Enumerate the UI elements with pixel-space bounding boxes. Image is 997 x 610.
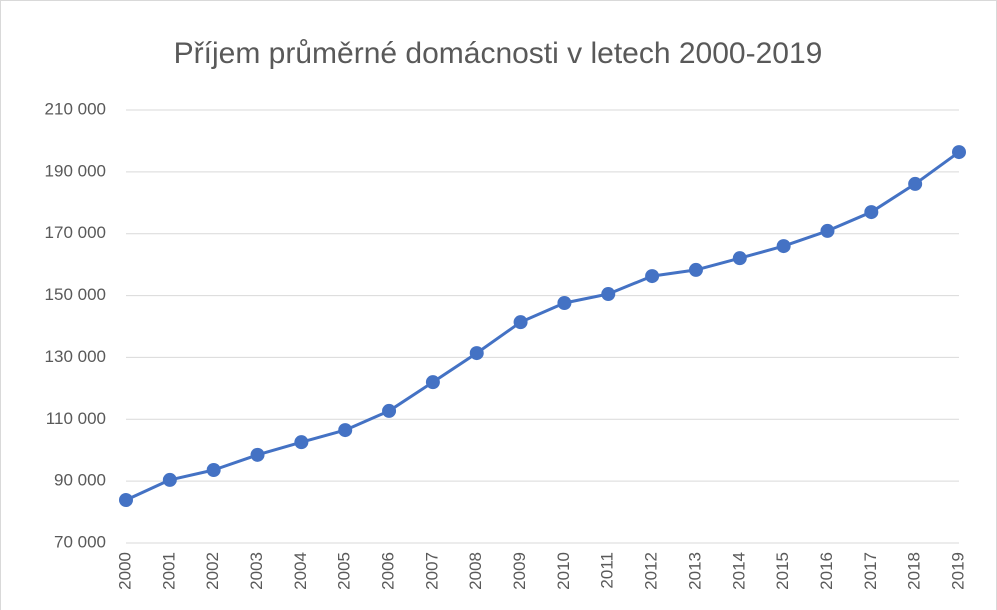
data-point — [206, 463, 221, 478]
data-point — [513, 315, 528, 330]
data-point — [250, 447, 265, 462]
x-tick-label: 2008 — [466, 552, 485, 590]
data-point — [952, 145, 966, 160]
data-point — [820, 223, 835, 238]
x-tick-label: 2010 — [554, 552, 573, 590]
chart-title: Příjem průměrné domácnosti v letech 2000… — [174, 37, 823, 70]
data-point — [908, 176, 923, 191]
x-tick-label: 2018 — [905, 552, 924, 590]
y-tick-label: 130 000 — [45, 347, 106, 366]
x-tick-label: 2017 — [861, 552, 880, 590]
data-point — [776, 239, 791, 254]
x-tick-label: 2000 — [115, 552, 134, 590]
x-tick-label: 2012 — [642, 552, 661, 590]
x-tick-label: 2015 — [773, 552, 792, 590]
y-tick-label: 190 000 — [45, 161, 106, 180]
y-tick-label: 90 000 — [54, 471, 106, 490]
data-point — [162, 472, 177, 487]
data-point — [425, 375, 440, 390]
data-point — [119, 493, 133, 508]
x-tick-label: 2001 — [159, 552, 178, 590]
data-point — [645, 269, 660, 284]
data-point — [294, 435, 309, 450]
x-tick-label: 2013 — [685, 552, 704, 590]
x-tick-label: 2006 — [379, 552, 398, 590]
data-line — [125, 150, 960, 502]
y-tick-label: 110 000 — [46, 409, 106, 428]
y-tick-label: 210 000 — [45, 99, 106, 118]
data-point — [382, 403, 397, 418]
x-tick-label: 2016 — [817, 552, 836, 590]
x-tick-label: 2009 — [510, 552, 529, 590]
y-tick-label: 70 000 — [54, 532, 106, 551]
x-tick-label: 2002 — [203, 552, 222, 590]
data-point — [732, 251, 747, 266]
x-tick-label: 2005 — [335, 552, 354, 590]
data-point — [469, 346, 484, 361]
data-point — [338, 423, 353, 438]
y-tick-label: 170 000 — [45, 223, 106, 242]
x-tick-label: 2014 — [729, 552, 748, 590]
data-point — [601, 287, 616, 302]
data-point — [557, 295, 572, 310]
data-point — [688, 262, 703, 277]
x-tick-label: 2007 — [422, 552, 441, 590]
x-tick-label: 2019 — [948, 552, 967, 590]
x-tick-label: 2003 — [247, 552, 266, 590]
data-point — [864, 205, 879, 220]
x-tick-label: 2004 — [291, 552, 310, 590]
x-tick-label: 2011 — [598, 552, 617, 589]
y-tick-label: 150 000 — [45, 285, 106, 304]
